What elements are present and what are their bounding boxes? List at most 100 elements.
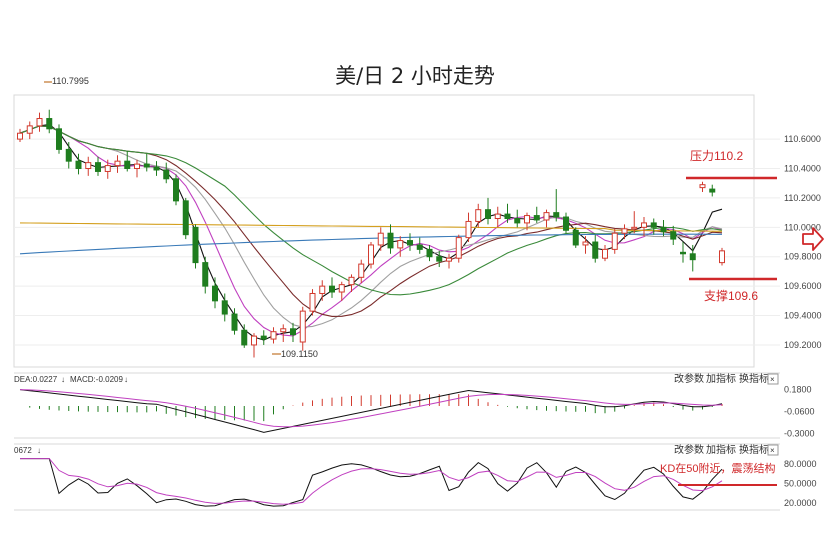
resistance-label: 压力110.2 — [690, 149, 743, 163]
candle-body — [85, 162, 92, 170]
price-tick-label: 110.0000 — [784, 222, 821, 232]
candle-body — [104, 165, 111, 172]
kd-tick-label: 20.0000 — [784, 498, 817, 508]
candle-body — [407, 240, 413, 246]
candle-body — [153, 166, 160, 171]
macd-tick-label: 0.1800 — [784, 385, 812, 395]
candle-body — [368, 244, 374, 265]
moving-average-lines — [19, 123, 723, 341]
kd-arrow-icon: ↓ — [37, 446, 41, 455]
candle-body — [46, 118, 53, 130]
candle-body — [299, 310, 306, 343]
kd-switch-indicator-button[interactable]: 换指标 — [739, 443, 769, 456]
candle-body — [485, 209, 491, 220]
ma-orange-line — [19, 222, 723, 232]
candle-body — [260, 335, 267, 340]
candle-body — [173, 178, 179, 202]
candle-body — [699, 184, 706, 189]
candle-body — [134, 163, 140, 170]
candle-body — [611, 232, 618, 250]
ma-blue-line — [19, 233, 722, 255]
price-tick-label: 109.6000 — [784, 281, 822, 291]
macd-add-indicator-button[interactable]: 加指标 — [706, 372, 736, 385]
candle-body — [709, 188, 716, 193]
candle-body — [689, 253, 696, 261]
candle-body — [553, 212, 560, 218]
dea-legend: DEA:0.0227 — [14, 375, 58, 384]
kd-series — [20, 458, 723, 507]
kd-close-icon: × — [770, 446, 775, 455]
candle-body — [436, 256, 443, 262]
candle-body — [221, 300, 228, 315]
candle-body — [212, 285, 218, 302]
price-panel: 110.6000 110.4000 110.2000 110.0000 109.8000… — [13, 76, 824, 368]
candle-body — [163, 169, 170, 180]
macd-axis-ticks: 0.1800 -0.0600 -0.3000 — [784, 385, 815, 439]
candle-body — [543, 212, 550, 221]
candle-body — [348, 276, 355, 286]
kd-close-button[interactable] — [767, 444, 779, 456]
price-tick-label: 109.4000 — [784, 311, 822, 321]
d-line — [20, 458, 723, 505]
macd-tick-label: -0.0600 — [784, 406, 815, 416]
candle-body — [143, 163, 150, 168]
candle-body — [280, 328, 287, 333]
price-tick-label: 109.2000 — [784, 340, 822, 350]
candle-body — [475, 209, 482, 222]
candle-body — [17, 132, 23, 140]
candle-body — [563, 216, 569, 231]
candle-body — [650, 222, 657, 228]
dea-line — [19, 389, 723, 428]
candle-body — [26, 125, 33, 134]
candle-body — [572, 229, 579, 246]
candle-body — [602, 248, 608, 259]
ma-green-line — [19, 125, 723, 296]
candle-body — [426, 248, 433, 258]
candle-body — [533, 215, 540, 221]
macd-panel: DEA:0.0227 ↓ MACD:-0.0209 ↓ 改参数 加指标 换指标 … — [14, 372, 815, 439]
kd-add-indicator-button[interactable]: 加指标 — [706, 443, 736, 456]
macd-switch-indicator-button[interactable]: 换指标 — [739, 372, 769, 385]
candle-body — [114, 160, 121, 167]
candle-body — [192, 226, 199, 264]
macd-legend: MACD:-0.0209 — [70, 375, 123, 384]
candle-body — [660, 226, 667, 233]
dif-line — [19, 389, 723, 433]
price-axis-ticks: 110.6000 110.4000 110.2000 110.0000 109.8000… — [784, 134, 822, 350]
candle-body — [416, 244, 423, 250]
candle-body — [358, 263, 365, 278]
low-price-label: 109.1150 — [281, 349, 318, 359]
macd-tick-label: -0.3000 — [784, 428, 815, 438]
candle-body — [494, 213, 501, 220]
price-tick-label: 110.2000 — [784, 193, 821, 203]
candle-body — [202, 262, 209, 287]
macd-series — [19, 389, 723, 433]
kd-legend: 0672 — [14, 446, 32, 455]
kd-axis-ticks: 80.0000 50.0000 20.0000 — [784, 459, 817, 508]
candle-body — [631, 226, 638, 230]
candle-body — [670, 231, 677, 240]
macd-close-button[interactable] — [767, 373, 779, 385]
candle-body — [182, 200, 189, 236]
candle-body — [309, 292, 316, 312]
price-gridlines — [14, 138, 780, 346]
macd-arrow-icon: ↓ — [124, 375, 128, 384]
candle-body — [719, 250, 725, 264]
candle-body — [36, 118, 43, 127]
candle-body — [397, 240, 404, 249]
candle-body — [231, 313, 238, 331]
macd-close-icon: × — [770, 375, 775, 384]
candle-body — [124, 160, 131, 170]
kd-edit-params-button[interactable]: 改参数 — [674, 443, 704, 456]
chart-title: 美/日 2 小时走势 — [335, 64, 495, 88]
candle-body — [290, 328, 296, 336]
macd-edit-params-button[interactable]: 改参数 — [674, 372, 704, 385]
candle-body — [319, 285, 326, 294]
dea-arrow-icon: ↓ — [61, 375, 65, 384]
candle-body — [524, 215, 530, 224]
candle-body — [504, 213, 511, 220]
high-price-label: 110.7995 — [52, 76, 89, 86]
candle-body — [251, 335, 257, 346]
candle-body — [95, 162, 101, 172]
candle-body — [56, 128, 62, 150]
